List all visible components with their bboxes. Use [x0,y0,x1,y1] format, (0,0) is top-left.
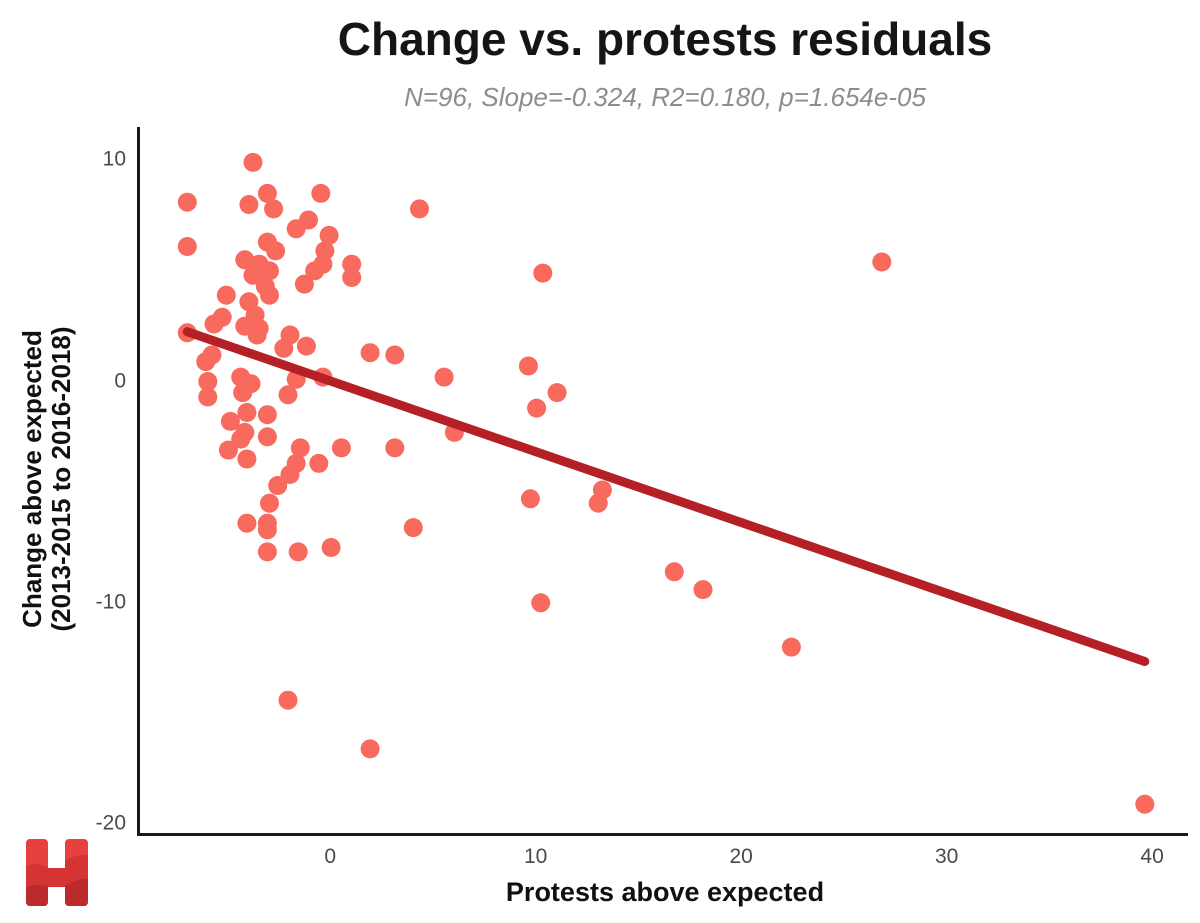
scatter-point [231,429,251,449]
h-letter [26,839,88,906]
scatter-point [237,403,257,422]
scatter-point [239,195,259,214]
scatter-point [198,372,218,391]
scatter-point [278,690,298,710]
x-axis-tick-label: 0 [324,845,336,868]
chart-title: Change vs. protests residuals [337,13,993,65]
scatter-point [257,427,277,447]
scatter-point [872,252,892,272]
scatter-point [257,520,277,540]
chart-subtitle: N=96, Slope=-0.324, R2=0.180, p=1.654e-0… [404,82,926,112]
scatter-point [218,440,238,460]
scatter-point [403,518,423,538]
scatter-point [693,580,713,600]
x-axis-tick-label: 30 [934,845,959,868]
scatter-point [531,593,551,613]
scatter-point [518,356,538,376]
publisher-h-logo [26,839,88,906]
scatter-point [588,493,608,513]
scatter-point [305,261,325,281]
scatter-point [237,513,257,533]
scatter-point [331,438,351,458]
scatter-point [533,263,553,283]
scatter-point [360,343,380,363]
scatter-point [257,183,277,203]
plot-area [137,127,1188,836]
x-axis-tick-label: 10 [523,845,548,868]
y-axis-title-line1: Change above expected [17,330,47,628]
scatter-point [288,542,308,562]
scatter-point [385,345,405,365]
x-axis-title: Protests above expected [505,877,825,907]
y-axis-tick-label: 10 [102,147,126,171]
x-axis-tick-label: 20 [729,845,753,868]
scatter-point [260,261,279,281]
scatter-point [410,199,429,219]
scatter-point [280,465,300,484]
y-axis-title: Change above expected (2013-2015 to 2016… [17,119,76,839]
scatter-point [216,285,236,305]
y-axis-tick-label: -10 [95,590,126,614]
scatter-point [434,367,454,387]
scatter-point [290,438,310,458]
scatter-point [237,449,257,469]
scatter-point [781,637,801,657]
scatter-point [309,453,329,473]
scatter-point [278,385,298,405]
scatter-point [321,538,341,557]
y-axis-tick-label: -20 [95,811,126,835]
scatter-point [311,183,331,203]
scatter-point [342,268,362,287]
scatter-point [286,219,306,239]
scatter-point [233,383,253,403]
scatter-point [268,476,288,495]
scatter-point [264,199,284,219]
scatter-point [243,265,263,285]
scatter-point [235,250,255,270]
y-axis-tick-label: 0 [114,369,126,393]
scatter-point [260,493,279,513]
scatter-point [296,336,316,356]
scatter-point [243,152,263,172]
scatter-point [198,387,218,407]
trend-line [182,327,1150,666]
scatter-plot-canvas [177,152,1155,814]
scatter-point [177,192,197,212]
scatter-point [257,405,277,425]
scatter-point [260,285,279,305]
scatter-point [527,398,547,418]
y-axis-title-line2: (2013-2015 to 2016-2018) [46,326,76,632]
scatter-point [266,241,286,261]
scatter-point [274,338,294,358]
x-axis-tick-label: 40 [1140,845,1164,868]
scatter-point [342,254,362,274]
scatter-point [247,325,267,345]
scatter-point [1135,794,1155,814]
scatter-point [360,739,380,759]
scatter-point [385,438,405,458]
scatter-point [547,383,567,403]
scatter-point [196,352,216,372]
scatter-point [177,237,197,256]
scatter-point [664,562,684,582]
scatter-point [204,314,224,334]
scatter-point [294,274,314,294]
scatter-point [319,225,339,245]
scatter-point [257,542,277,562]
scatter-point [220,411,240,431]
scatter-point [520,489,540,509]
